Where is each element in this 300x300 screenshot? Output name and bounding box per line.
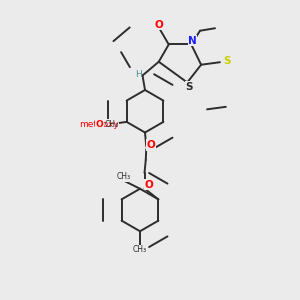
Text: O: O (154, 20, 163, 30)
Text: O: O (96, 120, 104, 129)
Text: S: S (223, 56, 231, 66)
Text: N: N (188, 36, 197, 46)
Text: CH₃: CH₃ (117, 172, 131, 181)
Text: O: O (145, 180, 153, 190)
Text: CH₃: CH₃ (133, 245, 147, 254)
Text: S: S (185, 82, 193, 92)
Text: methoxy: methoxy (79, 120, 119, 129)
Text: O: O (146, 140, 155, 150)
Text: H: H (135, 70, 141, 79)
Text: CH₃: CH₃ (105, 120, 119, 129)
